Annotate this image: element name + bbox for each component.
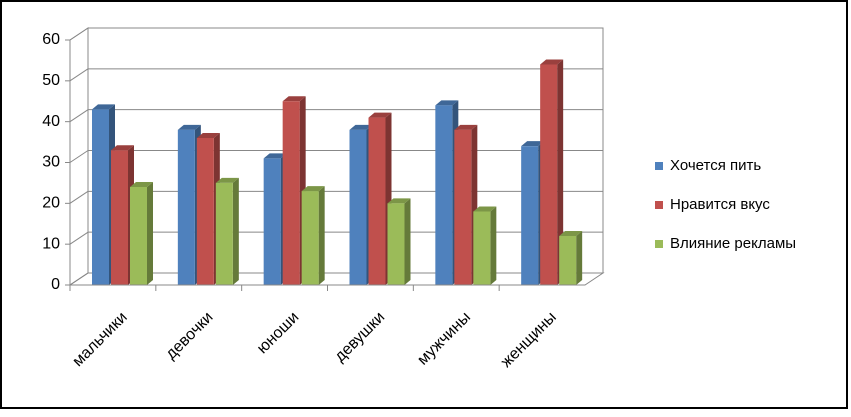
y-tick-label: 10 xyxy=(42,235,60,252)
bar-side xyxy=(318,186,325,285)
y-tick-label: 40 xyxy=(42,113,60,130)
grid-line-side xyxy=(69,27,89,41)
legend-swatch xyxy=(655,201,663,209)
bar xyxy=(301,186,325,285)
bar-top xyxy=(521,141,545,147)
bar-top xyxy=(92,104,115,110)
grid-line-side xyxy=(69,150,89,163)
grid-line-side xyxy=(69,109,89,123)
bar xyxy=(559,231,583,285)
y-tick-label: 60 xyxy=(42,31,60,48)
bar-top xyxy=(215,177,239,183)
legend-swatch xyxy=(655,162,663,170)
bar xyxy=(540,59,564,285)
bar-top xyxy=(111,145,134,151)
bar-side xyxy=(147,182,153,285)
bar-front xyxy=(92,109,109,286)
bar-front xyxy=(559,236,577,285)
bar-front xyxy=(111,150,128,285)
bar-front xyxy=(263,158,281,285)
bar xyxy=(130,182,153,285)
bar-side xyxy=(232,177,239,285)
bar-top xyxy=(540,59,564,65)
bar-top xyxy=(130,182,153,187)
bar-side xyxy=(404,198,411,285)
grid-line-side xyxy=(69,190,89,204)
bar-top xyxy=(368,112,392,118)
bar-top xyxy=(435,100,459,106)
bar-front xyxy=(473,211,491,285)
bar-front xyxy=(130,187,147,285)
y-tick-label: 20 xyxy=(42,195,60,212)
legend-label: Влияние рекламы xyxy=(670,235,796,252)
bar-side xyxy=(576,231,583,285)
legend-label: Нравится вкус xyxy=(670,196,770,213)
bar xyxy=(215,177,239,285)
bar-front xyxy=(454,129,472,285)
y-tick-label: 30 xyxy=(42,154,60,171)
bar-front xyxy=(435,105,453,285)
bar-top xyxy=(473,206,497,212)
bar-top xyxy=(282,96,306,102)
bar-top xyxy=(196,133,220,138)
bar-front xyxy=(301,191,319,285)
grid-line-side xyxy=(69,68,89,82)
bar-front xyxy=(540,64,558,285)
legend-swatch xyxy=(655,240,663,248)
bar-front xyxy=(349,129,367,285)
bar xyxy=(473,206,497,285)
bar-top xyxy=(177,124,201,130)
bar-top xyxy=(263,153,287,159)
y-tick-label: 50 xyxy=(42,72,60,89)
grid-line-side xyxy=(69,272,89,286)
bar-front xyxy=(387,203,405,285)
bar-front xyxy=(282,101,300,285)
bar-front xyxy=(215,182,233,285)
y-tick-label: 0 xyxy=(51,276,60,293)
bar-top xyxy=(387,198,411,204)
bar-front xyxy=(521,146,539,285)
bar-top xyxy=(349,124,373,130)
bar-top xyxy=(301,186,325,192)
bar-side xyxy=(557,59,564,285)
bar-side xyxy=(490,206,497,285)
grid-line-side xyxy=(69,231,89,245)
bar-front xyxy=(177,129,195,285)
bar-top xyxy=(454,124,478,130)
bar xyxy=(387,198,411,285)
legend-label: Хочется пить xyxy=(670,157,761,174)
bar-front xyxy=(196,138,214,285)
bar-top xyxy=(559,231,583,236)
bar-front xyxy=(368,117,386,285)
